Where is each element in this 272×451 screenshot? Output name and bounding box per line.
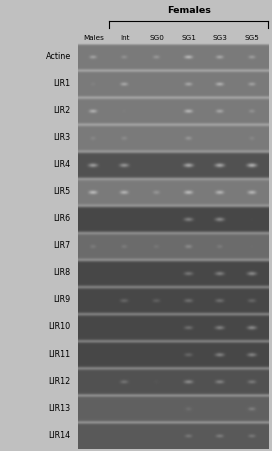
Text: LIR10: LIR10 (49, 322, 71, 331)
Text: LIR4: LIR4 (54, 160, 71, 169)
Text: SG0: SG0 (149, 35, 164, 41)
Text: LIR3: LIR3 (54, 133, 71, 142)
Text: Actine: Actine (45, 52, 71, 61)
Text: LIR13: LIR13 (49, 404, 71, 413)
Text: LIR7: LIR7 (54, 241, 71, 250)
Text: Females: Females (167, 6, 211, 15)
Text: SG3: SG3 (213, 35, 228, 41)
Text: LIR1: LIR1 (54, 79, 71, 88)
Text: LIR11: LIR11 (49, 350, 71, 359)
Text: LIR9: LIR9 (54, 295, 71, 304)
Text: Int: Int (120, 35, 130, 41)
Text: LIR8: LIR8 (54, 268, 71, 277)
Text: SG5: SG5 (245, 35, 259, 41)
Text: LIR14: LIR14 (49, 431, 71, 440)
Text: LIR6: LIR6 (54, 214, 71, 223)
Text: LIR12: LIR12 (48, 377, 71, 386)
Text: LIR5: LIR5 (54, 187, 71, 196)
Text: LIR2: LIR2 (54, 106, 71, 115)
Text: Males: Males (83, 35, 104, 41)
Text: SG1: SG1 (181, 35, 196, 41)
